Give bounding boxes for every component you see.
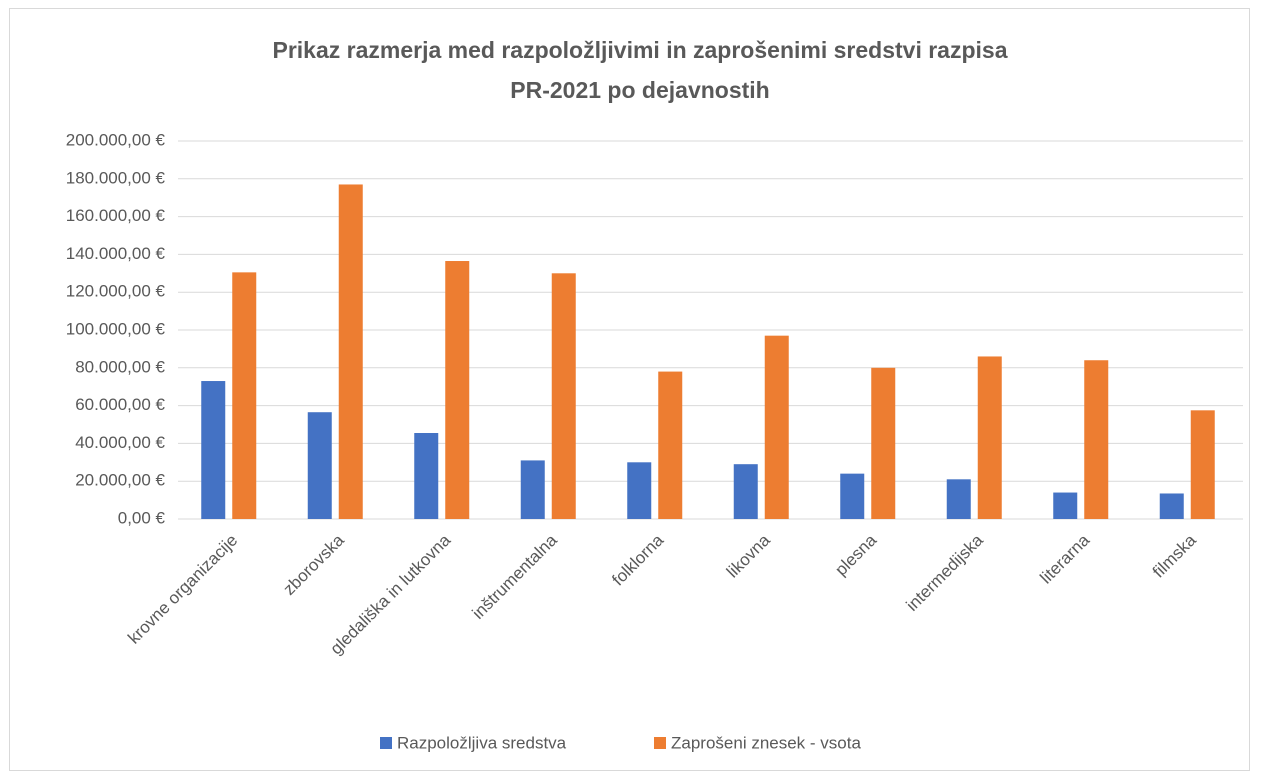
legend-label: Zaprošeni znesek - vsota <box>671 733 861 752</box>
bar <box>551 273 576 519</box>
y-tick-label: 140.000,00 € <box>66 244 166 263</box>
legend-swatch <box>654 737 666 749</box>
bar <box>201 381 226 519</box>
bar <box>1084 360 1109 519</box>
y-tick-label: 100.000,00 € <box>66 319 166 338</box>
bar <box>338 184 363 519</box>
bar <box>764 335 789 519</box>
bar <box>1190 410 1215 519</box>
bar <box>520 460 545 519</box>
bar <box>658 371 683 519</box>
bar <box>840 473 865 519</box>
chart-title: Prikaz razmerja med razpoložljivimi in z… <box>272 37 1007 63</box>
bar <box>232 272 257 519</box>
chart-title: PR-2021 po dejavnostih <box>510 77 769 103</box>
bar <box>307 412 332 519</box>
y-tick-label: 0,00 € <box>118 508 166 527</box>
bar <box>977 356 1002 519</box>
legend-label: Razpoložljiva sredstva <box>397 733 567 752</box>
bar <box>733 464 758 519</box>
y-tick-label: 60.000,00 € <box>75 395 165 414</box>
y-tick-label: 20.000,00 € <box>75 471 165 490</box>
y-tick-label: 40.000,00 € <box>75 433 165 452</box>
bar <box>871 367 896 519</box>
y-tick-label: 180.000,00 € <box>66 168 166 187</box>
bar <box>414 433 439 519</box>
legend-swatch <box>380 737 392 749</box>
bar <box>627 462 652 519</box>
y-tick-label: 160.000,00 € <box>66 206 166 225</box>
bar <box>1053 492 1078 519</box>
chart-border <box>9 8 1250 771</box>
bar <box>1159 493 1184 519</box>
y-tick-label: 200.000,00 € <box>66 130 166 149</box>
bar <box>946 479 971 519</box>
bar <box>445 261 470 519</box>
y-tick-label: 80.000,00 € <box>75 357 165 376</box>
y-tick-label: 120.000,00 € <box>66 282 166 301</box>
